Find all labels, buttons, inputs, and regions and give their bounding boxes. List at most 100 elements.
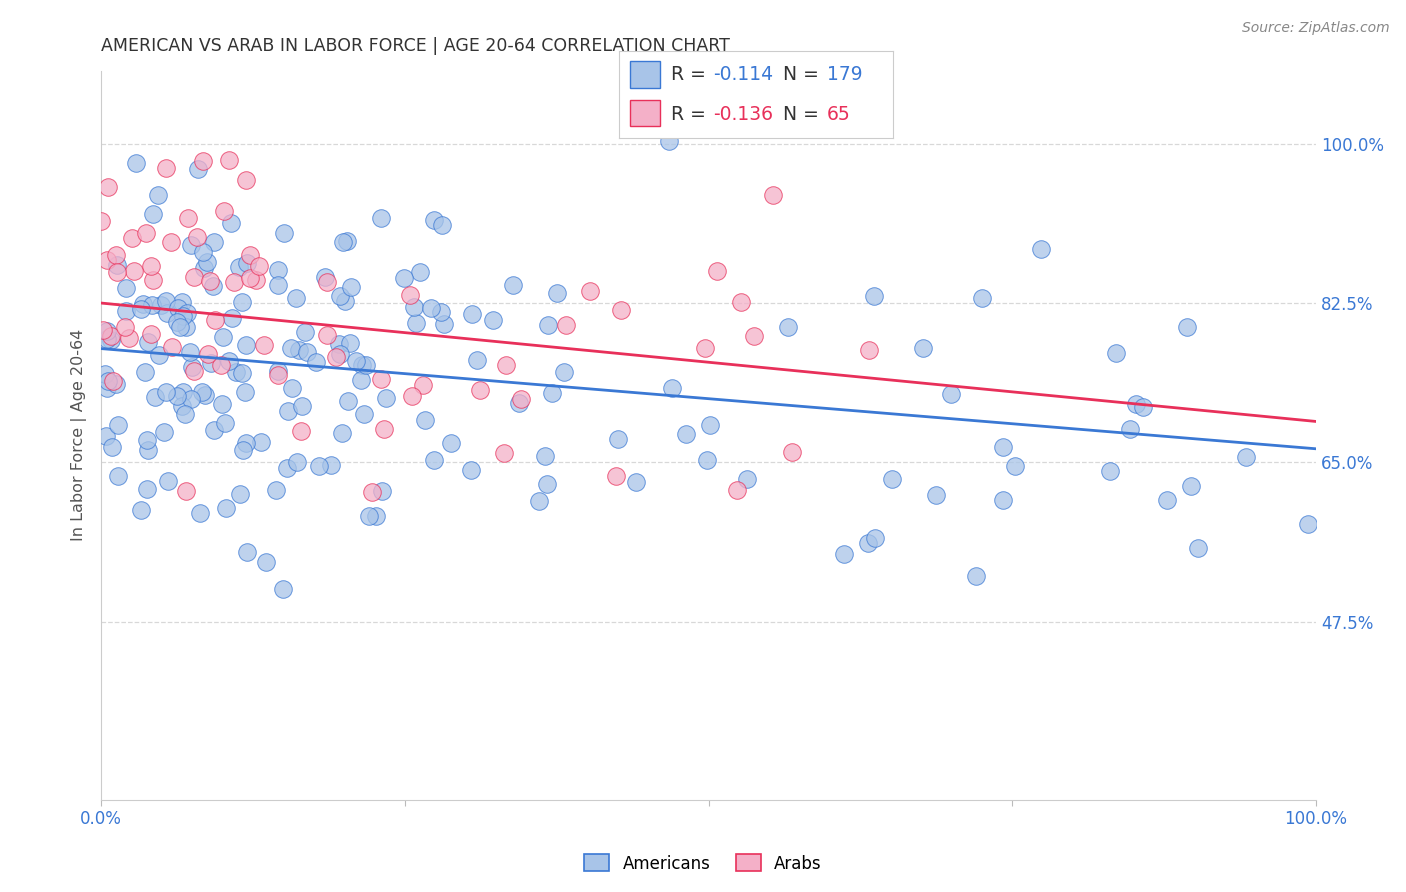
Point (239, 248, 262, 262)
Point (465, 353, 488, 368)
Point (96, 381, 118, 395)
Point (939, 387, 962, 401)
Point (167, 301, 190, 316)
Point (204, 313, 226, 327)
Point (96, 324, 118, 338)
Point (1118, 422, 1140, 436)
Point (135, 226, 157, 240)
Point (657, 134, 679, 148)
Point (405, 317, 427, 331)
Point (149, 298, 172, 312)
Point (911, 341, 934, 355)
Point (1187, 541, 1209, 555)
Point (218, 153, 240, 168)
Point (105, 248, 128, 262)
Point (832, 547, 855, 561)
Point (661, 381, 683, 395)
Point (1132, 400, 1154, 414)
Point (174, 319, 197, 334)
Point (882, 472, 904, 486)
Point (1156, 492, 1178, 507)
Point (294, 325, 316, 339)
Point (273, 582, 295, 597)
Point (96, 428, 118, 442)
Point (169, 320, 191, 334)
Point (316, 275, 339, 289)
Point (291, 399, 314, 413)
Point (139, 259, 162, 273)
Point (100, 328, 122, 343)
Point (172, 399, 194, 413)
Point (104, 377, 127, 392)
Text: N =: N = (783, 105, 825, 124)
Point (742, 329, 765, 343)
Point (100, 333, 122, 347)
Point (202, 235, 225, 249)
Point (280, 381, 302, 395)
Point (264, 483, 287, 497)
Point (366, 509, 388, 524)
Point (970, 291, 993, 305)
Point (482, 313, 505, 327)
Point (146, 188, 169, 202)
Point (725, 483, 748, 498)
Point (344, 354, 367, 368)
Point (492, 446, 515, 460)
Point (495, 358, 517, 372)
Point (235, 338, 257, 352)
Point (862, 288, 884, 302)
Point (191, 384, 214, 399)
Text: Source: ZipAtlas.com: Source: ZipAtlas.com (1241, 21, 1389, 35)
Point (202, 278, 225, 293)
Point (422, 212, 444, 227)
Point (172, 384, 194, 399)
Point (328, 337, 350, 351)
Text: -0.114: -0.114 (713, 65, 773, 84)
Point (221, 310, 243, 325)
Point (166, 315, 188, 329)
Point (280, 341, 302, 355)
Point (125, 156, 148, 170)
Point (460, 463, 482, 477)
Point (193, 244, 215, 259)
Point (1125, 397, 1147, 411)
Point (231, 367, 253, 381)
Point (214, 416, 236, 430)
Point (536, 477, 558, 491)
Point (991, 493, 1014, 508)
Point (295, 344, 318, 359)
Point (266, 277, 288, 292)
Point (97, 179, 120, 194)
Point (215, 500, 238, 515)
Point (780, 445, 803, 459)
Point (1031, 242, 1053, 256)
Point (359, 508, 381, 523)
Point (350, 373, 373, 387)
Point (235, 256, 257, 270)
Point (166, 389, 188, 403)
Point (1098, 464, 1121, 478)
Point (141, 298, 163, 312)
Point (193, 154, 215, 169)
Point (107, 418, 129, 433)
Point (419, 301, 441, 315)
Point (675, 427, 697, 442)
Point (267, 263, 290, 277)
Point (187, 162, 209, 177)
Point (610, 302, 633, 317)
Point (336, 234, 359, 248)
Text: AMERICAN VS ARAB IN LABOR FORCE | AGE 20-64 CORRELATION CHART: AMERICAN VS ARAB IN LABOR FORCE | AGE 20… (101, 37, 730, 55)
Point (235, 172, 257, 186)
Point (172, 309, 194, 323)
Point (321, 458, 343, 472)
Point (180, 360, 202, 375)
Point (115, 281, 138, 295)
Point (202, 423, 225, 437)
Point (337, 394, 360, 409)
Legend: Americans, Arabs: Americans, Arabs (578, 847, 828, 880)
Point (325, 350, 347, 364)
Point (90, 214, 112, 228)
Point (188, 507, 211, 521)
Point (134, 365, 156, 379)
Point (370, 211, 392, 225)
